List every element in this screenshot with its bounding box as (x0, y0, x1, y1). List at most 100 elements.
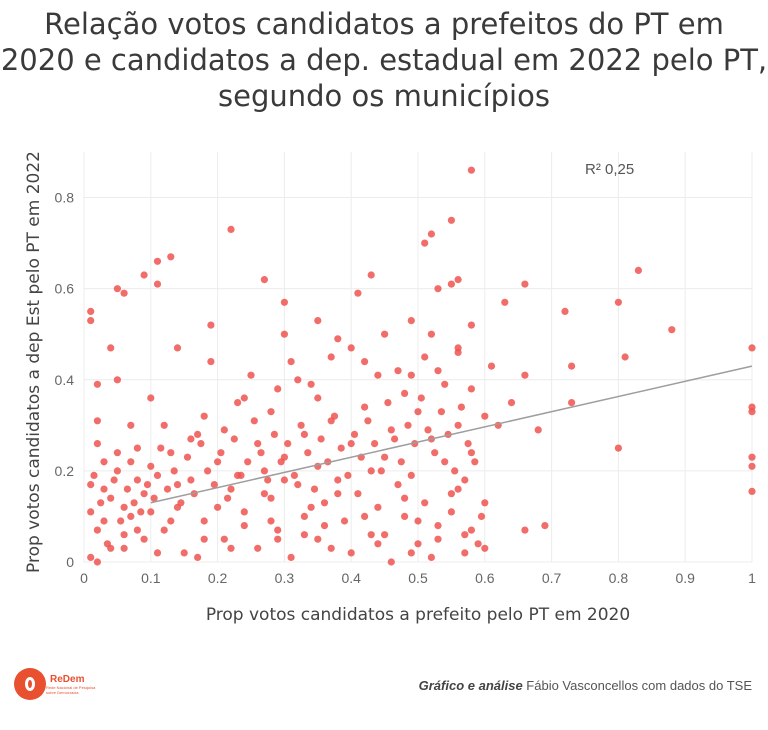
data-point (113, 376, 121, 384)
data-point (748, 462, 756, 470)
data-point (314, 317, 322, 325)
data-point (447, 508, 455, 516)
data-point (457, 403, 465, 411)
data-point (454, 344, 462, 352)
data-point (407, 549, 415, 557)
data-point (133, 526, 141, 534)
y-tick-label: 0.8 (55, 190, 75, 206)
data-point (534, 426, 542, 434)
data-point (300, 430, 308, 438)
data-point (320, 522, 329, 530)
data-point (210, 481, 218, 489)
data-point (414, 517, 422, 525)
data-point (93, 417, 101, 425)
data-point (568, 362, 576, 370)
x-tick-label: 0.6 (475, 570, 495, 586)
data-point (367, 531, 375, 539)
data-point (93, 380, 101, 388)
data-point (120, 544, 128, 552)
data-point (434, 285, 442, 293)
credit-line: Gráfico e análise Fábio Vasconcellos com… (419, 678, 752, 693)
data-point (87, 508, 95, 516)
data-point (274, 526, 282, 534)
data-point (387, 558, 395, 566)
y-tick-label: 0 (66, 554, 74, 570)
data-point (307, 380, 315, 388)
data-point (467, 385, 475, 393)
data-point (130, 499, 138, 507)
data-point (381, 453, 389, 461)
data-point (401, 494, 409, 502)
data-point (127, 421, 135, 429)
data-point (163, 485, 172, 493)
data-point (247, 371, 255, 379)
data-point (280, 298, 288, 306)
redem-logo-icon (14, 668, 46, 700)
data-point (407, 371, 415, 379)
data-point (274, 385, 282, 393)
data-point (254, 440, 262, 448)
data-point (120, 289, 128, 297)
data-point (113, 285, 121, 293)
data-point (304, 449, 312, 457)
data-point (207, 358, 215, 366)
data-point (434, 367, 442, 375)
data-point (214, 458, 222, 466)
data-point (234, 399, 242, 407)
data-point (287, 553, 295, 562)
data-point (147, 462, 155, 470)
data-point (150, 494, 158, 502)
x-tick-label: 0.7 (542, 570, 562, 586)
data-point (481, 499, 489, 507)
data-point (454, 485, 462, 493)
data-point (153, 471, 162, 479)
data-point (427, 330, 435, 338)
data-point (748, 487, 756, 495)
data-point (434, 522, 442, 530)
data-point (371, 440, 379, 448)
data-point (320, 499, 329, 507)
data-point (334, 335, 342, 343)
data-point (177, 499, 185, 507)
data-point (471, 458, 479, 466)
data-point (173, 481, 182, 489)
data-point (133, 476, 141, 484)
data-point (467, 321, 475, 329)
data-point (614, 444, 623, 452)
data-point (364, 417, 372, 425)
credit-rest: Fábio Vasconcellos com dados do TSE (522, 678, 752, 693)
data-point (250, 417, 258, 425)
x-tick-label: 0.8 (609, 570, 629, 586)
x-tick-label: 0.5 (408, 570, 428, 586)
data-point (267, 408, 275, 416)
data-point (267, 494, 275, 502)
data-point (521, 526, 529, 534)
data-point (107, 344, 115, 352)
data-point (327, 544, 335, 552)
x-tick-label: 0.1 (141, 570, 161, 586)
data-point (147, 508, 155, 516)
data-point (113, 449, 121, 457)
data-point (314, 394, 322, 402)
data-point (137, 508, 145, 516)
data-point (200, 535, 208, 543)
data-point (220, 535, 228, 543)
data-point (407, 471, 415, 479)
x-tick-label: 1 (748, 570, 756, 586)
x-axis-label: Prop votos candidatos a prefeito pelo PT… (206, 605, 630, 625)
data-point (214, 503, 222, 511)
data-point (123, 485, 131, 493)
data-point (180, 549, 188, 557)
data-point (300, 512, 308, 521)
data-point (481, 544, 489, 552)
data-point (521, 371, 529, 379)
data-point (170, 467, 178, 475)
x-tick-label: 0.2 (208, 570, 228, 586)
credit-bold: Gráfico e análise (418, 678, 523, 693)
data-point (401, 512, 409, 521)
data-point (437, 408, 445, 416)
data-point (317, 435, 325, 443)
data-point (407, 317, 415, 325)
data-point (748, 408, 756, 416)
